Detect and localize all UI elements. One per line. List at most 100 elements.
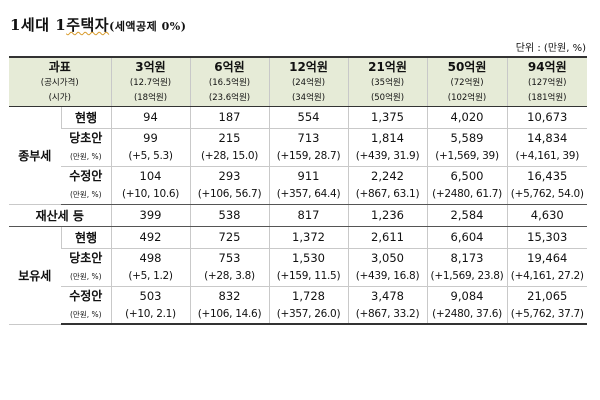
table-cell: 1,372: [268, 226, 348, 249]
group-label-boyu: 보유세: [9, 226, 61, 325]
row-unit-label: (만원, %): [61, 185, 111, 205]
header-tax-base: 과표: [9, 56, 111, 75]
table-cell: 15,303: [506, 226, 587, 249]
header-market-price: (102억원): [447, 92, 487, 103]
header-public-price: (35억원): [370, 77, 405, 88]
header-public-price: (16.5억원): [208, 77, 251, 88]
group-label-property: 재산세 등: [9, 204, 111, 227]
table-cell: 215: [189, 128, 269, 147]
table-cell: 4,630: [506, 204, 587, 227]
title-prefix: 1세대 1: [10, 16, 67, 34]
header-public-price: (공시가격): [40, 77, 79, 88]
table-row: 수정안 503 832 1,728 3,478 9,084 21,065: [9, 286, 587, 305]
table-cell-change: (+106, 56.7): [189, 185, 269, 205]
table-cell-change: (+2480, 37.6): [426, 305, 507, 325]
table-row: (만원, %) (+10, 2.1) (+106, 14.6) (+357, 2…: [9, 305, 587, 325]
table-cell-change: (+5,762, 37.7): [506, 305, 587, 325]
unit-note: 단위 : (만원, %): [515, 43, 586, 54]
table-cell: 3,050: [347, 248, 427, 267]
table-row: 재산세 등 399 538 817 1,236 2,584 4,630: [9, 204, 587, 227]
row-label-original: 당초안: [69, 131, 103, 146]
header-market-price: (18억원): [133, 92, 168, 103]
table-cell-change: (+439, 16.8): [347, 267, 427, 287]
table-cell: 6,604: [426, 226, 507, 249]
table-cell: 911: [268, 166, 348, 185]
header-col-label: 6억원: [189, 56, 269, 75]
table-cell-change: (+2480, 61.7): [426, 185, 507, 205]
header-market-price: (50억원): [370, 92, 405, 103]
header-market-price: (시가): [48, 92, 71, 103]
table-cell-change: (+10, 10.6): [110, 185, 190, 205]
table-cell: 2,611: [347, 226, 427, 249]
group-label-jongbu: 종부세: [9, 106, 61, 205]
header-public-price: (12.7억원): [129, 77, 172, 88]
table-row: 종부세 현행 94 187 554 1,375 4,020 10,673: [9, 106, 587, 205]
table-cell: 10,673: [506, 106, 587, 129]
table-cell-change: (+159, 28.7): [268, 147, 348, 167]
table-cell: 5,589: [426, 128, 507, 147]
header-market-price: (181억원): [528, 92, 567, 103]
table-cell: 8,173: [426, 248, 507, 267]
table-row: (만원, %) (+5, 1.2) (+28, 3.8) (+159, 11.5…: [9, 267, 587, 287]
row-unit-label: (만원, %): [61, 147, 111, 167]
table-cell: 725: [189, 226, 269, 249]
header-col-label: 94억원: [506, 56, 587, 75]
table-cell-change: (+4,161, 27.2): [506, 267, 587, 287]
table-cell: 94: [110, 106, 190, 129]
header-col-label: 12억원: [268, 56, 348, 75]
page-title: 1세대 1주택자(세액공제 0%): [10, 14, 186, 35]
table-cell: 9,084: [426, 286, 507, 305]
table-cell-change: (+106, 14.6): [189, 305, 269, 325]
table-cell: 713: [268, 128, 348, 147]
table-cell: 16,435: [506, 166, 587, 185]
header-public-price: (127억원): [528, 77, 567, 88]
row-label-current: 현행: [60, 226, 111, 249]
table-cell: 753: [189, 248, 269, 267]
header-public-price: (72억원): [450, 77, 484, 88]
table-cell: 14,834: [506, 128, 587, 147]
table-cell: 104: [110, 166, 190, 185]
table-cell: 19,464: [506, 248, 587, 267]
table-cell-change: (+357, 26.0): [268, 305, 348, 325]
table-cell: 817: [268, 204, 348, 227]
table-cell-change: (+1,569, 39): [426, 147, 507, 167]
table-cell-change: (+5, 5.3): [110, 147, 190, 167]
row-unit-label: (만원, %): [61, 305, 111, 325]
row-unit-label: (만원, %): [61, 267, 111, 287]
table-cell: 1,530: [268, 248, 348, 267]
row-label-revised: 수정안: [69, 169, 103, 184]
table-cell-change: (+867, 63.1): [347, 185, 427, 205]
row-label-original: 당초안: [69, 251, 103, 266]
table-cell: 1,236: [347, 204, 427, 227]
table-cell: 832: [189, 286, 269, 305]
table-cell: 2,242: [347, 166, 427, 185]
row-label-current: 현행: [60, 106, 111, 129]
table-cell-change: (+439, 31.9): [347, 147, 427, 167]
table-row: 당초안 498 753 1,530 3,050 8,173 19,464: [9, 248, 587, 267]
table-cell-change: (+28, 3.8): [189, 267, 269, 287]
table-cell: 6,500: [426, 166, 507, 185]
table-cell: 293: [189, 166, 269, 185]
table-cell: 538: [189, 204, 269, 227]
table-cell-change: (+28, 15.0): [189, 147, 269, 167]
table-cell: 1,814: [347, 128, 427, 147]
table-cell: 3,478: [347, 286, 427, 305]
table-cell: 554: [268, 106, 348, 129]
table-row: 수정안 104 293 911 2,242 6,500 16,435: [9, 166, 587, 185]
table-cell: 503: [110, 286, 190, 305]
table-cell-change: (+5,762, 54.0): [506, 185, 587, 205]
header-market-price: (34억원): [291, 92, 326, 103]
table-cell-change: (+5, 1.2): [110, 267, 190, 287]
title-subtitle: (세액공제 0%): [109, 20, 187, 33]
table-row: 당초안 99 215 713 1,814 5,589 14,834: [9, 128, 587, 147]
table-cell-change: (+867, 33.2): [347, 305, 427, 325]
table-cell-change: (+357, 64.4): [268, 185, 348, 205]
header-col-label: 50억원: [426, 56, 507, 75]
table-cell: 1,728: [268, 286, 348, 305]
table-cell: 1,375: [347, 106, 427, 129]
row-label-revised: 수정안: [69, 289, 103, 304]
table-cell-change: (+159, 11.5): [268, 267, 348, 287]
table-cell-change: (+4,161, 39): [506, 147, 587, 167]
table-cell: 399: [110, 204, 190, 227]
table-row: 보유세 현행 492 725 1,372 2,611 6,604 15,303: [9, 226, 587, 325]
